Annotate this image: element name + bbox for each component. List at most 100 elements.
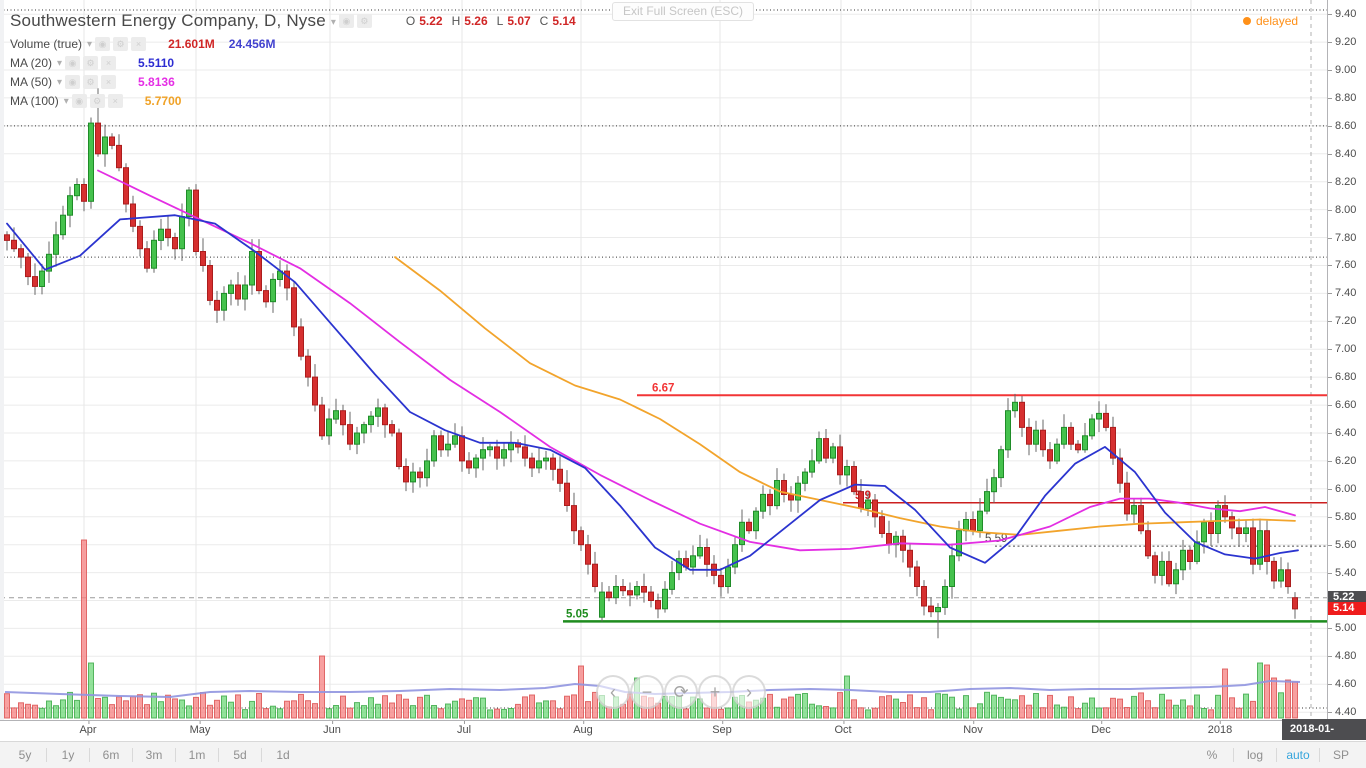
ma-100-label: MA (100) [10,93,59,108]
legend-panel: Southwestern Energy Company, D, Nyse ▾ ◉… [10,8,576,110]
ma-100-line [394,256,1296,536]
last-price-box: 5.14 [1328,602,1366,616]
range-button-1m[interactable]: 1m [188,748,206,762]
horizontal-gridlines [0,13,1327,713]
eye-icon[interactable]: ◉ [65,55,81,70]
price-tick-label: 6.60 [1328,399,1366,411]
range-button-6m[interactable]: 6m [102,748,120,762]
current-date-box: 2018-01- [1282,719,1366,740]
high-value: 5.26 [464,14,488,28]
price-tick-label: 7.60 [1328,259,1366,271]
price-tick-label: 8.20 [1328,176,1366,188]
svg-text:5.05: 5.05 [566,608,589,620]
month-tick-label: Jul [456,721,472,736]
caret-down-icon[interactable]: ▾ [63,96,69,107]
ma-50-label: MA (50) [10,74,53,89]
time-axis[interactable]: Apr May Jun Jul Aug Sep Oct Nov Dec 2018 [0,720,1366,742]
price-tick-label: 4.80 [1328,650,1366,662]
high-label: H [451,14,461,28]
pan-left-button[interactable]: ‹ [596,675,630,709]
toolbar-divider [218,748,219,762]
month-tick-label: Dec [1091,721,1111,736]
zoom-out-button[interactable]: − [630,675,664,709]
close-icon[interactable]: × [101,55,117,70]
eye-icon[interactable]: ◉ [71,93,87,108]
caret-down-icon[interactable]: ▾ [330,16,336,28]
candlestick-chart: 6.675.95.595.05 [0,0,1327,720]
eye-icon[interactable]: ◉ [95,36,111,51]
scale-button-group: % log auto SP [1191,742,1362,768]
zoom-in-button[interactable]: + [698,675,732,709]
bottom-toolbar: 5y 1y 6m 3m 1m 5d 1d % log auto SP [0,741,1366,768]
eye-icon[interactable]: ◉ [338,14,354,28]
vertical-gridlines [83,0,1192,720]
price-axis[interactable]: 5.22 5.14 9.40 9.20 9.00 8.80 8.60 8.40 8.20 8.… [1327,0,1366,720]
open-value: 5.22 [419,14,443,28]
range-button-3m[interactable]: 3m [145,748,163,762]
open-label: O [405,14,416,28]
toolbar-divider [46,748,47,762]
close-icon[interactable]: × [107,93,123,108]
ma-100-legend-row: MA (100) ▾ ◉ ⚙ × 5.7700 [10,91,576,110]
symbol-title: Southwestern Energy Company, D, Nyse [10,11,326,30]
scale-button-auto[interactable]: auto [1286,748,1310,762]
price-tick-label: 7.80 [1328,232,1366,244]
ma-20-legend-row: MA (20) ▾ ◉ ⚙ × 5.5110 [10,53,576,72]
gear-icon[interactable]: ⚙ [83,55,99,70]
range-button-5y[interactable]: 5y [18,748,32,762]
month-tick-label: 2018 [1207,721,1233,736]
gear-icon[interactable]: ⚙ [89,93,105,108]
ma-20-label: MA (20) [10,55,53,70]
range-button-group: 5y 1y 6m 3m 1m 5d 1d [4,742,304,768]
price-tick-label: 7.20 [1328,315,1366,327]
month-tick-label: Apr [79,721,97,736]
indicator-rows: Volume (true) ▾ ◉ ⚙ × 21.601M 24.456M MA (20) ▾ ◉… [10,34,576,110]
month-tick-label: May [189,721,211,736]
caret-down-icon[interactable]: ▾ [57,77,63,88]
price-tick-label: 8.40 [1328,148,1366,160]
symbol-title-row: Southwestern Energy Company, D, Nyse ▾ ◉… [10,8,576,34]
toolbar-divider [1319,748,1320,762]
range-button-1d[interactable]: 1d [276,748,290,762]
close-value: 5.14 [552,14,576,28]
gear-icon[interactable]: ⚙ [83,74,99,89]
volume-value: 21.601M [168,36,215,51]
price-tick-label: 5.00 [1328,622,1366,634]
close-icon[interactable]: × [131,36,147,51]
volume-bars [4,539,1298,719]
month-tick-label: Nov [963,721,983,736]
pan-right-button[interactable]: › [732,675,766,709]
chart-plot-area[interactable]: 6.675.95.595.05 [0,0,1327,720]
range-button-1y[interactable]: 1y [61,748,75,762]
reset-view-button[interactable]: ⟳ [664,675,698,709]
month-tick-label: Sep [712,721,732,736]
prev-close-price-box: 5.22 [1328,591,1366,605]
scale-button-sp[interactable]: SP [1332,748,1349,762]
caret-down-icon[interactable]: ▾ [87,39,93,50]
toolbar-divider [1233,748,1234,762]
price-tick-label: 6.80 [1328,371,1366,383]
gear-icon[interactable]: ⚙ [356,14,372,28]
caret-down-icon[interactable]: ▾ [57,58,63,69]
price-tick-label: 9.40 [1328,8,1366,20]
gear-icon[interactable]: ⚙ [113,36,129,51]
ma-20-value: 5.5110 [138,55,175,70]
toolbar-divider [89,748,90,762]
scale-button-log[interactable]: log [1246,748,1263,762]
eye-icon[interactable]: ◉ [65,74,81,89]
range-button-5d[interactable]: 5d [233,748,247,762]
ma-50-line [97,169,1296,552]
ma-20-line [6,214,1299,571]
price-tick-label: 8.80 [1328,92,1366,104]
close-icon[interactable]: × [101,74,117,89]
scale-button-%[interactable]: % [1206,748,1218,762]
price-tick-label: 5.60 [1328,539,1366,551]
volume-label: Volume (true) [10,36,83,51]
price-tick-label: 9.00 [1328,64,1366,76]
price-tick-label: 7.00 [1328,343,1366,355]
left-edge-strip [0,0,4,720]
month-tick-label: Aug [573,721,593,736]
volume-legend-row: Volume (true) ▾ ◉ ⚙ × 21.601M 24.456M [10,34,576,53]
svg-text:6.67: 6.67 [652,382,674,394]
